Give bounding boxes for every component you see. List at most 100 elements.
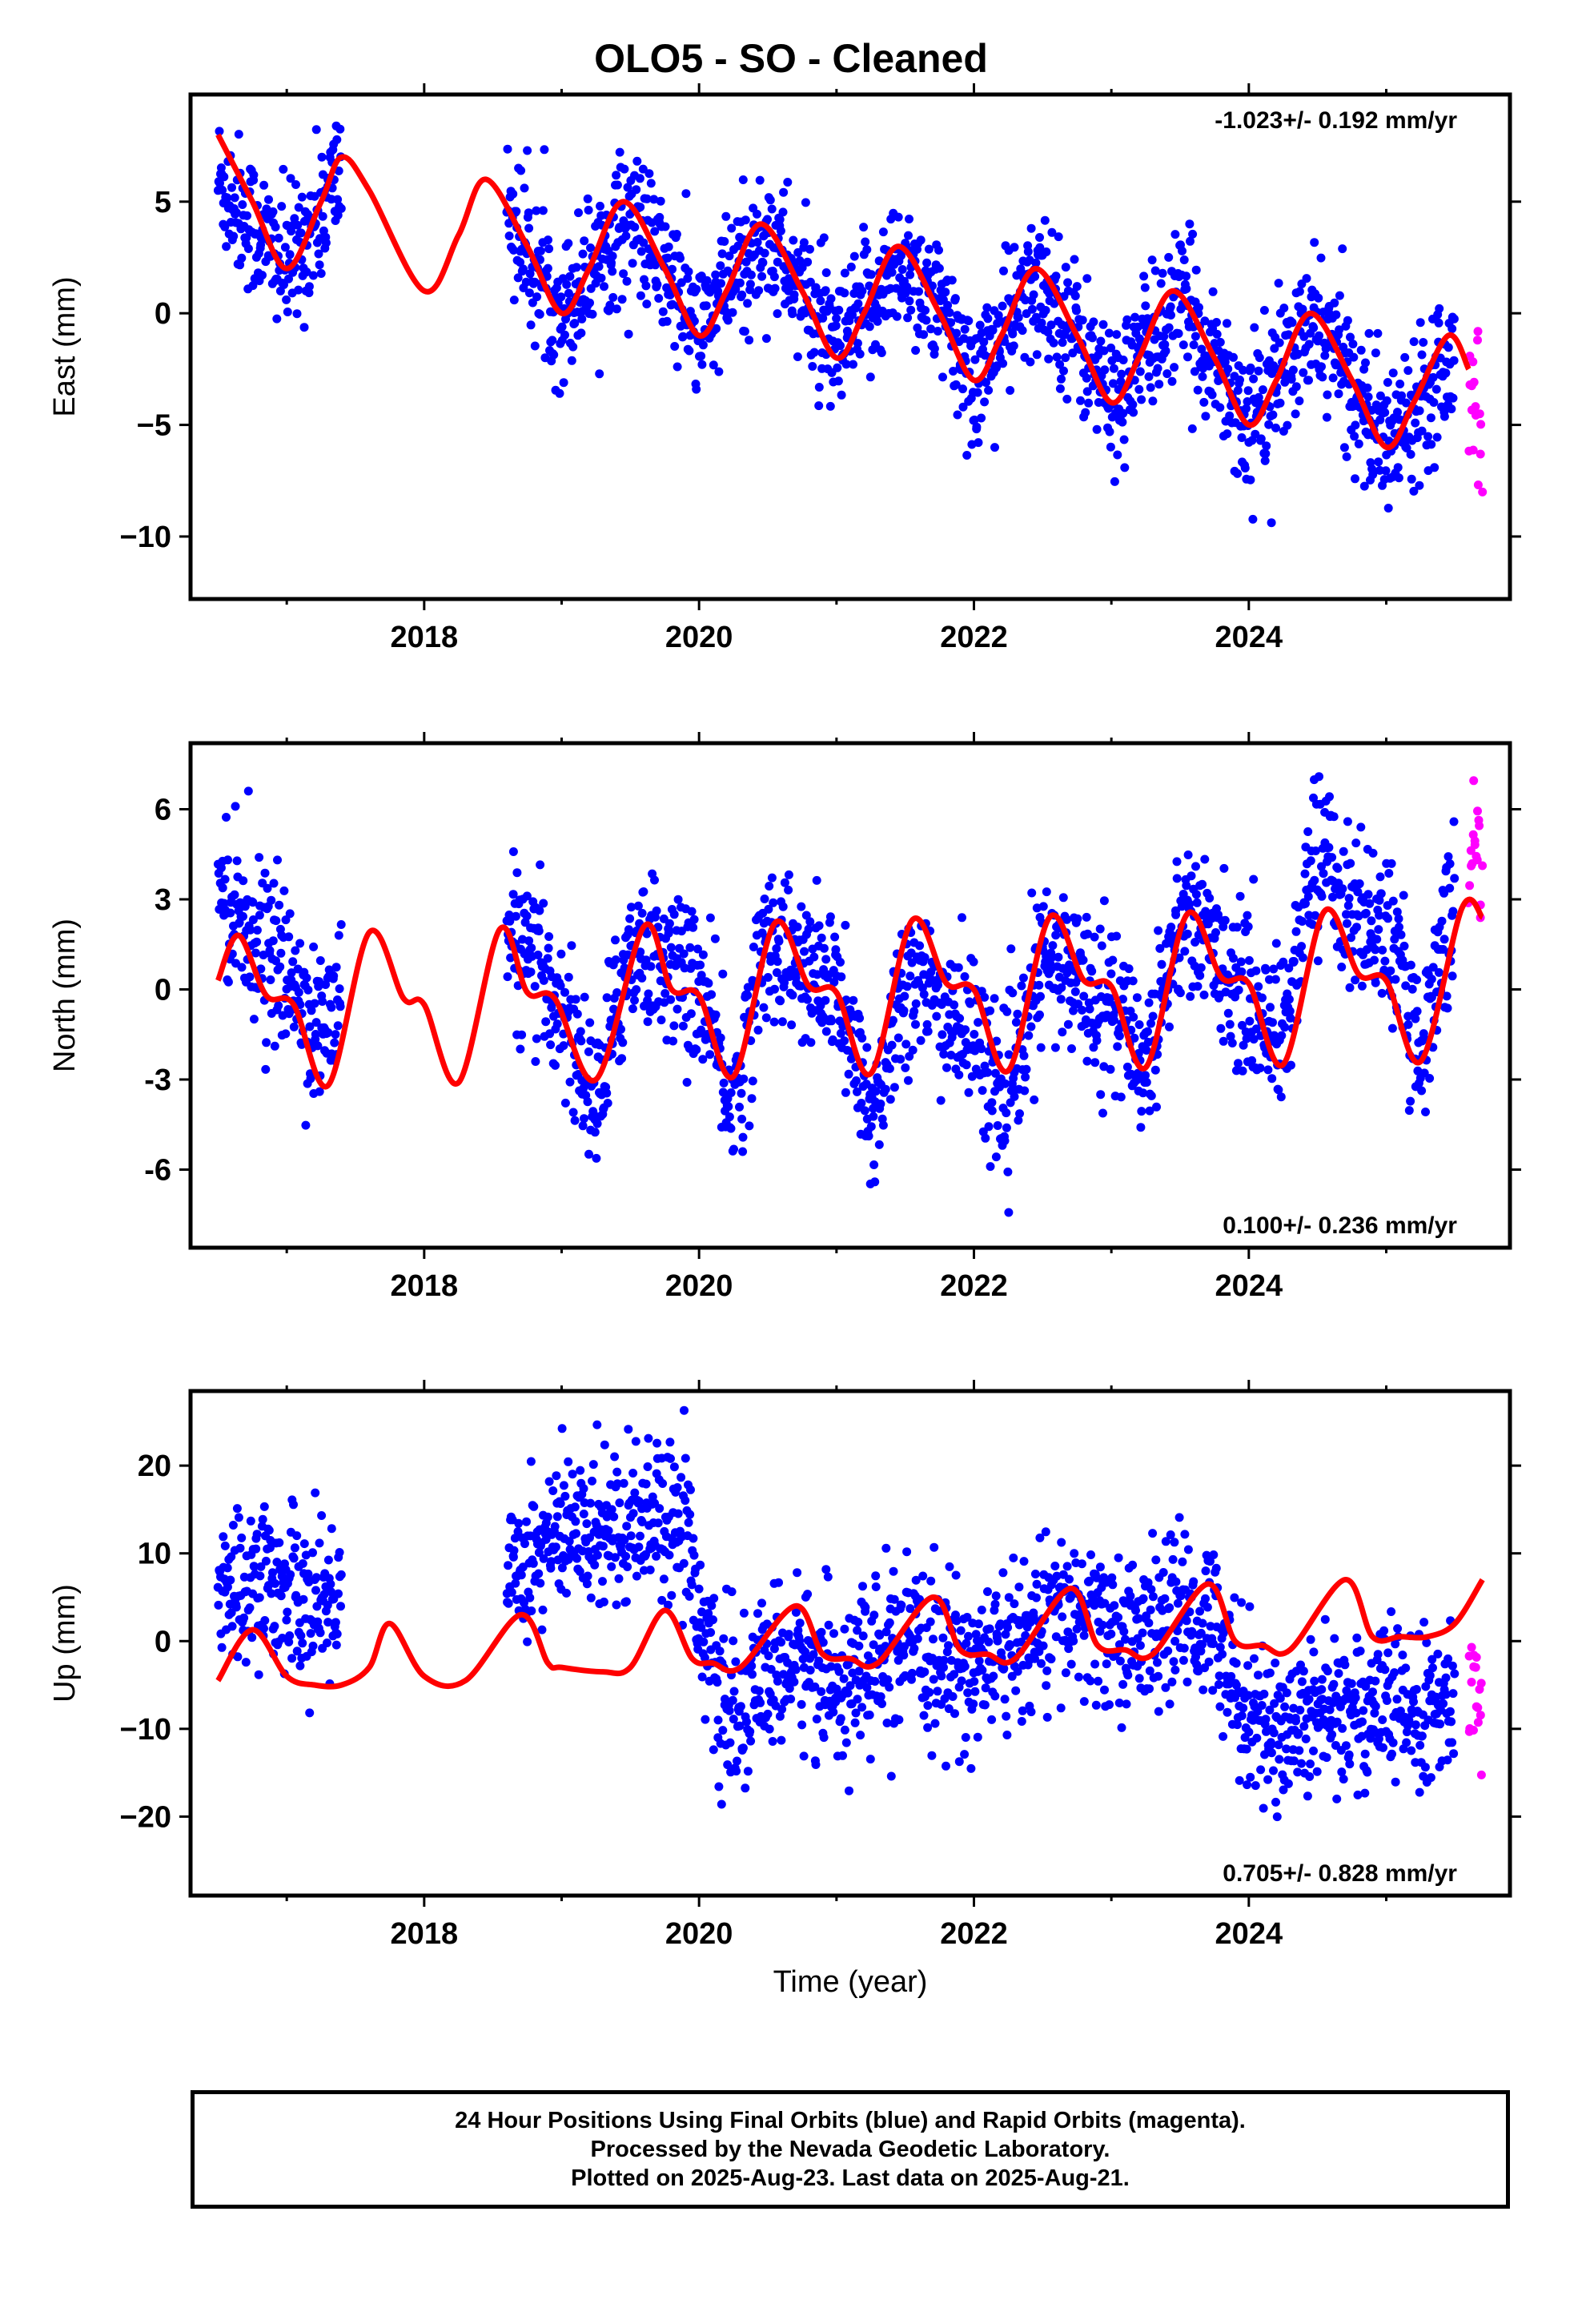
final-point bbox=[1009, 1553, 1018, 1562]
final-point bbox=[1286, 1013, 1295, 1023]
final-point bbox=[1346, 858, 1355, 868]
final-point bbox=[1198, 1640, 1207, 1649]
final-point bbox=[729, 1636, 738, 1646]
final-point bbox=[725, 251, 734, 261]
plot-frame bbox=[188, 741, 1512, 1250]
final-point bbox=[1338, 884, 1347, 894]
final-point bbox=[1180, 1530, 1190, 1539]
final-point bbox=[892, 312, 901, 321]
final-point bbox=[564, 1537, 574, 1546]
final-point bbox=[1277, 1031, 1287, 1040]
final-point bbox=[763, 973, 773, 982]
final-point bbox=[669, 1021, 679, 1031]
final-point bbox=[1031, 312, 1041, 322]
final-point bbox=[612, 180, 622, 190]
final-point bbox=[271, 1578, 280, 1588]
final-point bbox=[259, 1624, 268, 1633]
final-point bbox=[1018, 973, 1028, 983]
final-point bbox=[239, 1613, 249, 1622]
final-point bbox=[854, 1641, 864, 1651]
final-point bbox=[1255, 353, 1264, 363]
final-point bbox=[1391, 975, 1400, 984]
final-point bbox=[798, 1655, 808, 1664]
final-point bbox=[811, 1760, 821, 1769]
final-point bbox=[777, 1704, 787, 1714]
final-point bbox=[1374, 457, 1383, 467]
final-point bbox=[733, 241, 743, 251]
final-point bbox=[980, 1700, 990, 1710]
final-point bbox=[571, 995, 580, 1004]
final-point bbox=[803, 1590, 813, 1599]
final-point bbox=[729, 1144, 738, 1154]
final-point bbox=[945, 1562, 954, 1571]
final-point bbox=[301, 1120, 311, 1130]
final-point bbox=[1163, 1647, 1173, 1655]
final-point bbox=[741, 257, 751, 267]
final-point bbox=[222, 242, 231, 251]
final-point bbox=[685, 1591, 694, 1601]
final-point bbox=[603, 1099, 612, 1108]
final-point bbox=[564, 1457, 573, 1466]
final-point bbox=[990, 1691, 1000, 1701]
final-point bbox=[930, 344, 939, 353]
final-point bbox=[275, 1538, 284, 1547]
final-point bbox=[570, 1116, 580, 1125]
final-point bbox=[1415, 406, 1424, 416]
final-point bbox=[580, 992, 589, 1002]
final-point bbox=[869, 1160, 879, 1169]
final-point bbox=[689, 1534, 698, 1543]
final-point bbox=[680, 1405, 689, 1415]
final-point bbox=[306, 1074, 315, 1084]
final-point bbox=[237, 253, 247, 263]
final-point bbox=[635, 174, 644, 183]
final-point bbox=[936, 1096, 946, 1105]
final-point bbox=[1339, 846, 1348, 856]
final-point bbox=[618, 1038, 628, 1047]
final-point bbox=[1303, 892, 1313, 901]
final-point bbox=[309, 942, 319, 951]
final-point bbox=[268, 936, 278, 946]
final-point bbox=[1082, 373, 1091, 383]
final-point bbox=[698, 950, 708, 959]
final-point bbox=[1335, 291, 1344, 300]
final-point bbox=[296, 1631, 306, 1640]
final-point bbox=[1445, 859, 1455, 869]
final-point bbox=[699, 1637, 709, 1647]
final-point bbox=[1142, 1046, 1151, 1055]
final-point bbox=[612, 171, 621, 180]
final-point bbox=[331, 963, 341, 972]
final-point bbox=[243, 211, 251, 220]
rapid-point bbox=[1468, 445, 1478, 455]
final-point bbox=[1387, 1023, 1397, 1033]
final-point bbox=[817, 1687, 826, 1696]
final-point bbox=[1077, 1559, 1086, 1569]
final-point bbox=[1297, 942, 1307, 951]
final-point bbox=[1383, 378, 1392, 387]
final-point bbox=[559, 1481, 568, 1490]
final-point bbox=[1151, 1555, 1161, 1565]
final-point bbox=[913, 1634, 922, 1643]
final-point bbox=[778, 207, 788, 217]
final-point bbox=[562, 279, 572, 289]
final-point bbox=[231, 1602, 241, 1612]
final-point bbox=[933, 1687, 942, 1696]
final-point bbox=[1050, 1562, 1060, 1570]
final-point bbox=[1100, 365, 1110, 375]
final-point bbox=[746, 270, 756, 279]
final-point bbox=[310, 999, 319, 1008]
final-point bbox=[527, 943, 536, 953]
final-point bbox=[1006, 944, 1016, 954]
final-point bbox=[1046, 966, 1055, 975]
final-point bbox=[305, 1708, 315, 1718]
final-point bbox=[1371, 945, 1380, 955]
final-point bbox=[696, 960, 705, 970]
final-point bbox=[1195, 303, 1203, 312]
final-point bbox=[547, 1557, 556, 1566]
final-point bbox=[1122, 1062, 1132, 1072]
final-point bbox=[853, 1695, 862, 1704]
final-point bbox=[611, 955, 620, 964]
final-point bbox=[814, 383, 824, 392]
final-point bbox=[543, 1512, 552, 1522]
final-point bbox=[276, 1591, 286, 1601]
final-point bbox=[905, 215, 913, 223]
